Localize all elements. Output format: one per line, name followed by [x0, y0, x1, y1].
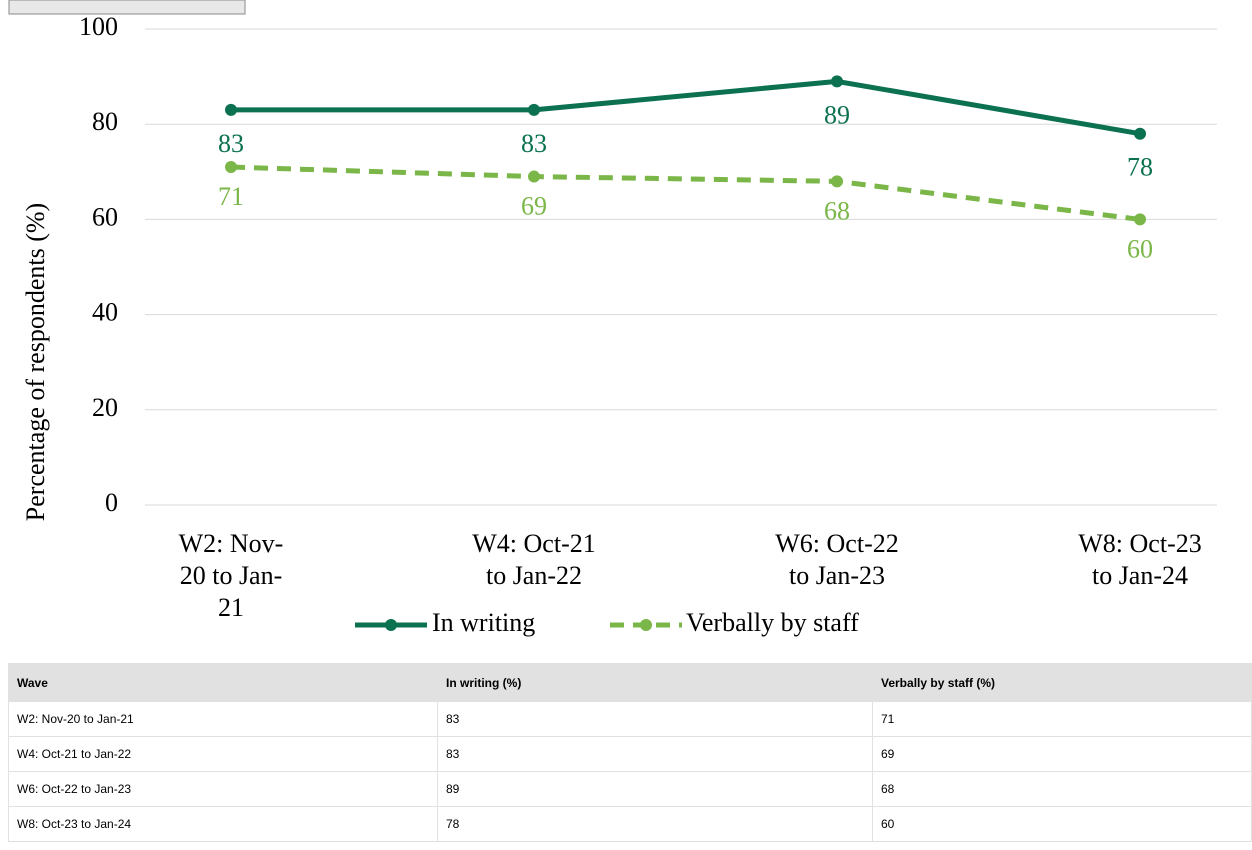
- table-cell: 68: [872, 771, 1252, 807]
- y-tick-label: 20: [92, 393, 118, 422]
- y-tick-label: 60: [92, 202, 118, 231]
- legend-label: Verbally by staff: [686, 608, 859, 637]
- table-cell: 60: [872, 806, 1252, 842]
- data-label: 69: [521, 192, 547, 221]
- y-axis-label: Percentage of respondents (%): [21, 203, 50, 521]
- data-label: 83: [521, 129, 547, 158]
- table-header-row: Wave In writing (%) Verbally by staff (%): [8, 663, 1252, 702]
- data-label: 60: [1127, 234, 1153, 263]
- data-point: [831, 75, 843, 88]
- table-header-cell: In writing (%): [437, 663, 873, 702]
- legend-label: In writing: [432, 608, 535, 637]
- table-cell: 83: [437, 736, 873, 772]
- data-point: [225, 161, 237, 174]
- table-cell: 83: [437, 701, 873, 737]
- table-cell: 89: [437, 771, 873, 807]
- data-label: 89: [824, 100, 850, 129]
- data-label: 78: [1127, 153, 1153, 182]
- table-cell: W8: Oct-23 to Jan-24: [8, 806, 438, 842]
- legend-marker: [640, 619, 652, 631]
- y-tick-label: 40: [92, 298, 118, 327]
- x-tick-label: W8: Oct-23 to Jan-24: [1078, 529, 1202, 590]
- data-label: 83: [218, 129, 244, 158]
- table-cell: W4: Oct-21 to Jan-22: [8, 736, 438, 772]
- y-tick-label: 0: [105, 488, 118, 517]
- data-point: [1134, 213, 1146, 226]
- table-cell: 69: [872, 736, 1252, 772]
- data-label: 71: [218, 182, 244, 211]
- table-cell: 71: [872, 701, 1252, 737]
- table-cell: 78: [437, 806, 873, 842]
- toolbar-button[interactable]: [8, 0, 246, 15]
- data-point: [528, 170, 540, 183]
- data-point: [1134, 127, 1146, 140]
- data-label: 68: [824, 196, 850, 225]
- table-header-cell: Verbally by staff (%): [872, 663, 1252, 702]
- data-point: [225, 103, 237, 116]
- table-cell: W6: Oct-22 to Jan-23: [8, 771, 438, 807]
- data-table: Wave In writing (%) Verbally by staff (%) W…: [8, 663, 1252, 842]
- series-line: [230, 164, 1141, 222]
- data-point: [831, 175, 843, 188]
- data-point: [528, 103, 540, 116]
- table-cell: W2: Nov-20 to Jan-21: [8, 701, 438, 737]
- table-row: W2: Nov-20 to Jan-21 83 71: [8, 701, 1252, 737]
- y-tick-label: 100: [79, 12, 118, 41]
- table-row: W6: Oct-22 to Jan-23 89 68: [8, 771, 1252, 807]
- table-header-cell: Wave: [8, 663, 438, 702]
- series-line: [231, 78, 1141, 137]
- chart: Percentage of respondents (%) 0 20 40 60 80 1…: [8, 0, 1217, 637]
- table-row: W4: Oct-21 to Jan-22 83 69: [8, 736, 1252, 772]
- x-tick-label: W2: Nov-20 to Jan-21: [178, 529, 284, 622]
- x-tick-label: W4: Oct-21 to Jan-22: [472, 529, 596, 590]
- legend-marker: [385, 619, 397, 631]
- x-tick-label: W6: Oct-22 to Jan-23: [775, 529, 899, 590]
- y-tick-label: 80: [92, 107, 118, 136]
- table-row: W8: Oct-23 to Jan-24 78 60: [8, 806, 1252, 842]
